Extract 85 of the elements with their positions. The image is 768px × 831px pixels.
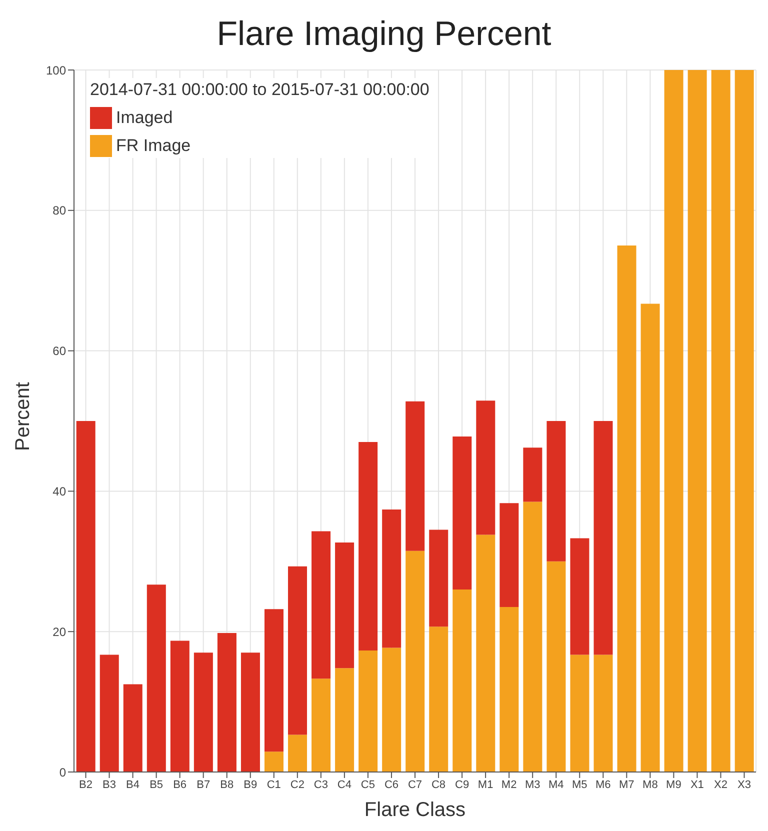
x-tick-label: B7 [196, 778, 210, 791]
bar [358, 650, 378, 772]
x-tick-label: C7 [408, 778, 422, 791]
bar [594, 421, 613, 655]
x-tick-label: C2 [290, 778, 304, 791]
bar [546, 421, 566, 562]
bar [217, 633, 236, 772]
bar [640, 304, 660, 772]
x-tick-label: C4 [337, 778, 352, 791]
bar [264, 609, 284, 752]
x-tick-label: M1 [478, 778, 494, 791]
x-tick-label: X1 [690, 778, 704, 791]
bar [406, 401, 425, 551]
bar [452, 436, 472, 590]
bar [382, 648, 402, 772]
x-tick-label: C3 [314, 778, 328, 791]
legend-title: 2014-07-31 00:00:00 to 2015-07-31 00:00:00 [90, 79, 430, 101]
bar [406, 550, 425, 772]
x-tick-label: C8 [431, 778, 446, 791]
bar [594, 654, 613, 772]
x-tick-label: X3 [738, 778, 751, 791]
x-tick-label: B4 [126, 778, 140, 791]
bar [170, 640, 190, 772]
x-tick-label: B9 [244, 778, 258, 791]
bar [76, 421, 96, 772]
y-tick-label: 20 [52, 624, 66, 639]
bar [523, 502, 542, 772]
bar [123, 684, 142, 772]
x-tick-label: M5 [572, 778, 588, 791]
legend-label: FR Image [116, 135, 191, 157]
bar [335, 542, 354, 668]
bar [312, 531, 331, 679]
y-tick-label: 60 [52, 344, 66, 358]
y-axis-title: Percent [12, 382, 34, 451]
x-tick-label: C9 [455, 778, 470, 791]
y-tick-label: 100 [46, 63, 66, 78]
x-tick-label: C6 [384, 778, 399, 791]
bar [288, 734, 308, 772]
bar [688, 70, 707, 772]
x-tick-label: M8 [642, 778, 658, 791]
x-tick-label: B2 [79, 778, 92, 791]
bar [146, 584, 166, 772]
x-axis-title: Flare Class [364, 799, 466, 821]
x-tick-label: B3 [102, 778, 116, 791]
bar [452, 589, 472, 772]
y-tick-label: 0 [59, 765, 66, 780]
y-tick-label: 80 [52, 204, 66, 218]
legend-label: Imaged [116, 107, 173, 129]
bar [617, 246, 636, 772]
x-tick-label: X2 [714, 778, 728, 791]
bar [288, 566, 308, 735]
bar [429, 530, 448, 627]
bar [523, 448, 542, 502]
x-tick-label: M9 [666, 778, 682, 791]
bar [264, 752, 284, 772]
bar [429, 626, 448, 772]
bar [335, 668, 354, 772]
bar [570, 654, 590, 772]
bar [240, 652, 260, 772]
bar [476, 400, 496, 535]
bar [711, 70, 730, 772]
bar [100, 654, 119, 772]
bar [664, 70, 684, 772]
bar [546, 561, 566, 772]
bar [476, 534, 496, 772]
x-tick-label: C5 [360, 778, 375, 791]
x-tick-label: M7 [619, 778, 634, 791]
x-tick-label: B8 [220, 778, 234, 791]
x-tick-label: M2 [501, 778, 517, 791]
x-tick-label: M3 [524, 778, 540, 791]
bar [382, 509, 402, 648]
x-tick-label: C1 [266, 778, 281, 791]
y-tick-label: 40 [52, 484, 66, 498]
x-tick-label: B5 [150, 778, 164, 791]
bar [734, 70, 754, 772]
x-tick-label: M6 [595, 778, 611, 791]
bar [500, 607, 519, 772]
bar [194, 652, 213, 772]
x-tick-label: B6 [173, 778, 187, 791]
chart-title: Flare Imaging Percent [216, 14, 552, 55]
bar [570, 538, 590, 655]
bar [312, 678, 331, 772]
bar [358, 442, 378, 651]
x-tick-label: M4 [548, 778, 564, 791]
bar [500, 503, 519, 608]
